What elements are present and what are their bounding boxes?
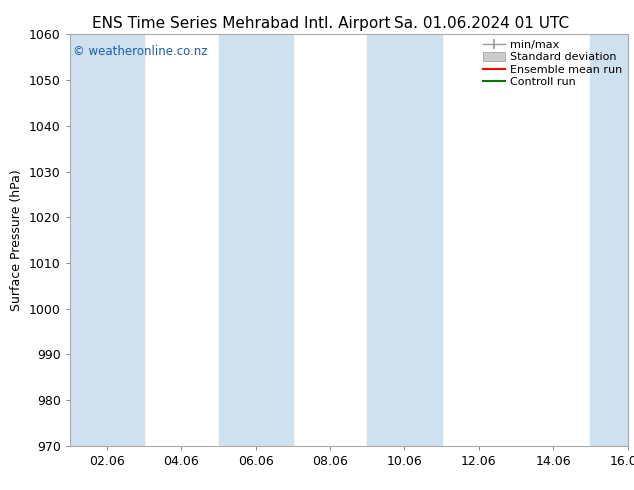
Legend: min/max, Standard deviation, Ensemble mean run, Controll run: min/max, Standard deviation, Ensemble me…	[483, 40, 622, 87]
Bar	[219, 34, 293, 446]
Y-axis label: Surface Pressure (hPa): Surface Pressure (hPa)	[10, 169, 23, 311]
Text: © weatheronline.co.nz: © weatheronline.co.nz	[72, 45, 207, 58]
Bar	[70, 34, 144, 446]
Bar	[367, 34, 442, 446]
Text: Sa. 01.06.2024 01 UTC: Sa. 01.06.2024 01 UTC	[394, 16, 569, 31]
Bar	[590, 34, 628, 446]
Text: ENS Time Series Mehrabad Intl. Airport: ENS Time Series Mehrabad Intl. Airport	[91, 16, 391, 31]
